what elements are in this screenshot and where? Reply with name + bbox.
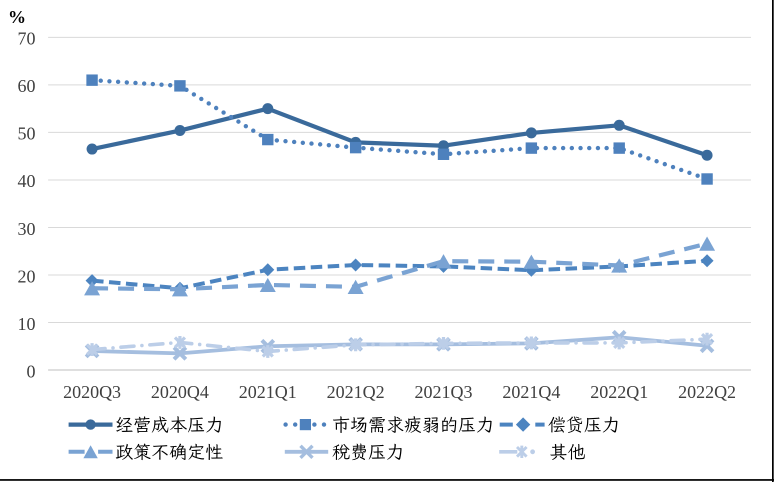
svg-text:20: 20	[18, 266, 36, 286]
svg-text:2020Q3: 2020Q3	[63, 382, 121, 402]
svg-text:2021Q2: 2021Q2	[327, 382, 385, 402]
svg-text:0: 0	[27, 361, 36, 381]
svg-text:2021Q3: 2021Q3	[415, 382, 473, 402]
svg-text:2022Q2: 2022Q2	[678, 382, 736, 402]
svg-text:30: 30	[18, 219, 36, 239]
svg-text:%: %	[8, 7, 26, 27]
svg-text:2021Q4: 2021Q4	[502, 382, 560, 402]
svg-text:60: 60	[18, 76, 36, 96]
svg-text:50: 50	[18, 124, 36, 144]
svg-text:2021Q1: 2021Q1	[239, 382, 297, 402]
svg-text:40: 40	[18, 171, 36, 191]
svg-text:10: 10	[18, 314, 36, 334]
svg-text:2022Q1: 2022Q1	[590, 382, 648, 402]
svg-text:2020Q4: 2020Q4	[151, 382, 209, 402]
svg-text:70: 70	[18, 29, 36, 49]
